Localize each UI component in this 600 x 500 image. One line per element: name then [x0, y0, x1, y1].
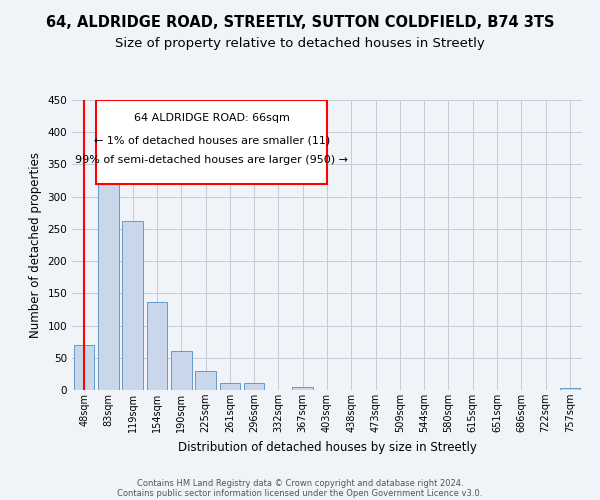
Text: 64 ALDRIDGE ROAD: 66sqm: 64 ALDRIDGE ROAD: 66sqm — [134, 113, 290, 123]
Text: ← 1% of detached houses are smaller (11): ← 1% of detached houses are smaller (11) — [94, 136, 330, 145]
Text: 64, ALDRIDGE ROAD, STREETLY, SUTTON COLDFIELD, B74 3TS: 64, ALDRIDGE ROAD, STREETLY, SUTTON COLD… — [46, 15, 554, 30]
Text: Contains HM Land Registry data © Crown copyright and database right 2024.: Contains HM Land Registry data © Crown c… — [137, 478, 463, 488]
Bar — [195, 370, 216, 390]
Bar — [122, 221, 143, 390]
Bar — [244, 383, 265, 390]
Bar — [220, 383, 240, 390]
Bar — [74, 345, 94, 390]
Bar — [292, 387, 313, 390]
Text: Size of property relative to detached houses in Streetly: Size of property relative to detached ho… — [115, 38, 485, 51]
Bar — [146, 302, 167, 390]
Y-axis label: Number of detached properties: Number of detached properties — [29, 152, 42, 338]
X-axis label: Distribution of detached houses by size in Streetly: Distribution of detached houses by size … — [178, 440, 476, 454]
Bar — [96, 100, 327, 184]
Text: 99% of semi-detached houses are larger (950) →: 99% of semi-detached houses are larger (… — [75, 155, 348, 165]
Bar — [98, 145, 119, 390]
Bar — [171, 352, 191, 390]
Bar — [560, 388, 580, 390]
Text: Contains public sector information licensed under the Open Government Licence v3: Contains public sector information licen… — [118, 488, 482, 498]
